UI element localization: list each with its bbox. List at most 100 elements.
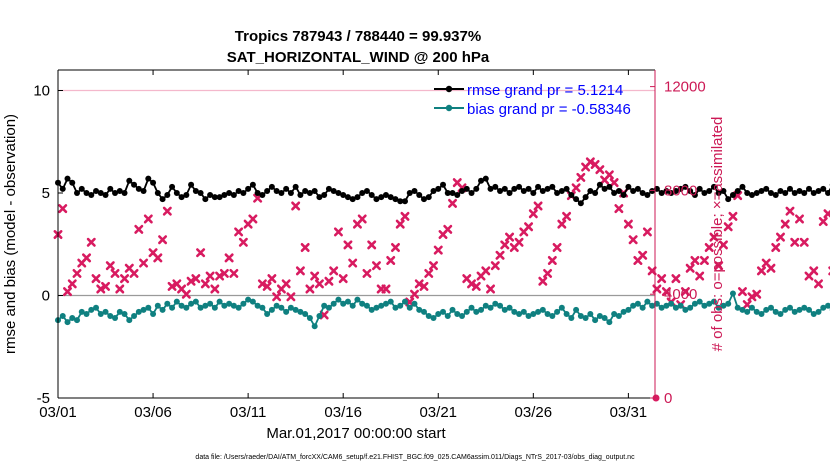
rmse-point	[606, 183, 613, 190]
bias-series	[55, 290, 830, 330]
rmse-point	[126, 177, 133, 184]
obs-count-point	[500, 240, 510, 250]
rmse-point	[74, 190, 81, 196]
obs-count-point	[709, 232, 719, 242]
rmse-point	[435, 185, 442, 192]
bias-point	[601, 315, 608, 322]
rmse-point	[734, 187, 741, 194]
rmse-point	[259, 192, 266, 199]
bias-point	[74, 317, 81, 324]
rmse-point	[387, 194, 394, 201]
obs-count-point	[448, 198, 458, 208]
bias-point	[273, 302, 280, 309]
bias-point	[639, 304, 646, 311]
y-ticks-right: 0 4000 8000 12000	[650, 79, 706, 407]
bias-point	[663, 302, 670, 309]
obs-count-point	[652, 394, 660, 402]
bias-point	[126, 317, 133, 324]
rmse-point	[440, 181, 447, 188]
rmse-point	[492, 183, 499, 190]
bias-point	[268, 306, 275, 313]
obs-count-point	[557, 219, 567, 229]
rmse-point	[226, 190, 233, 196]
rmse-point	[330, 187, 337, 194]
obs-count-point	[604, 170, 614, 180]
rmse-point	[344, 194, 351, 201]
rmse-point	[116, 187, 123, 194]
rmse-point	[782, 190, 789, 196]
obs-count-point	[101, 281, 111, 291]
bias-point	[164, 300, 171, 307]
rmse-point	[454, 192, 461, 199]
bias-point	[478, 306, 485, 313]
bias-point	[311, 323, 318, 330]
obs-count-point	[167, 281, 177, 291]
rmse-point	[449, 190, 456, 196]
bias-point	[573, 306, 580, 313]
rmse-point	[302, 187, 309, 194]
obs-count-point	[505, 232, 515, 242]
bias-point	[249, 298, 256, 305]
x-ticks: 03/01 03/06 03/11 03/16 03/21 03/26 03/31	[39, 70, 647, 421]
rmse-point	[169, 183, 176, 190]
bias-point	[554, 308, 561, 315]
bias-point	[169, 304, 176, 311]
rmse-point	[425, 194, 432, 201]
obs-count-point	[794, 214, 804, 224]
bias-point	[577, 313, 584, 319]
rmse-point	[69, 179, 76, 186]
obs-count-point	[424, 268, 434, 278]
bias-point	[287, 304, 294, 311]
rmse-point	[306, 190, 313, 196]
bias-point	[278, 304, 285, 311]
bias-point	[349, 302, 356, 309]
rmse-point	[112, 190, 119, 196]
bias-point	[592, 317, 599, 324]
rmse-point	[297, 192, 304, 199]
bias-point	[767, 304, 774, 311]
bias-point	[753, 308, 760, 315]
rmse-point	[601, 185, 608, 192]
rmse-point	[335, 190, 342, 196]
bias-point	[340, 300, 347, 307]
obs-count-point	[91, 274, 101, 284]
bias-point	[416, 306, 423, 313]
obs-count-point	[780, 219, 790, 229]
bias-point	[173, 298, 180, 305]
rmse-point	[568, 192, 575, 199]
rmse-point	[687, 187, 694, 194]
obs-count-point	[400, 211, 410, 221]
rmse-point	[786, 185, 793, 192]
rmse-point	[135, 185, 142, 192]
bias-point	[748, 304, 755, 311]
bias-point	[325, 304, 332, 311]
bias-point	[406, 304, 413, 311]
rmse-point	[663, 187, 670, 194]
rmse-point	[416, 192, 423, 199]
data-file-footnote: data file: /Users/raeder/DAI/ATM_forcXX/…	[195, 454, 635, 461]
rmse-point	[544, 185, 551, 192]
obs-count-point	[196, 248, 206, 258]
rmse-point	[397, 198, 404, 205]
reference-lines	[58, 89, 655, 297]
bias-point	[668, 300, 675, 307]
obs-count-point	[333, 227, 343, 237]
bias-point	[644, 298, 651, 305]
rmse-point	[516, 183, 523, 190]
obs-count-point	[543, 268, 553, 278]
bias-point	[630, 302, 637, 309]
rmse-point	[748, 192, 755, 199]
rmse-point	[411, 187, 418, 194]
obs-count-point	[367, 240, 377, 250]
obs-count-point	[571, 183, 581, 193]
bias-point	[140, 306, 147, 313]
obs-count-point	[105, 261, 115, 271]
obs-count-point	[514, 237, 524, 247]
rmse-point	[264, 187, 271, 194]
rmse-point	[530, 190, 537, 196]
obs-count-point	[143, 214, 153, 224]
rmse-point	[796, 187, 803, 194]
rmse-point	[78, 185, 85, 192]
obs-count-point	[695, 271, 705, 281]
bias-point	[363, 302, 370, 309]
